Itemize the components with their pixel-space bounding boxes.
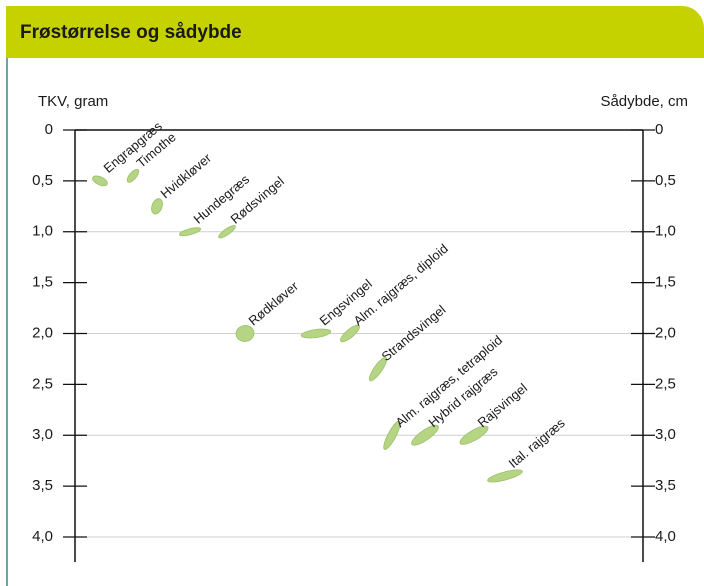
y2-tick-label: 0 <box>655 121 663 138</box>
y-tick-label: 2,0 <box>32 324 53 341</box>
y-tick-label: 4,0 <box>32 528 53 545</box>
y2-tick-label: 3,5 <box>655 477 676 494</box>
y-axis-title: TKV, gram <box>38 93 108 110</box>
chart: TKV, gram Sådybde, cm 0 0,5 1,0 1,5 2,0 2,5 3,… <box>0 0 704 586</box>
y-tick-label: 3,0 <box>32 426 53 443</box>
y-tick-label: 1,0 <box>32 223 53 240</box>
seed <box>91 174 109 188</box>
page: Frøstørrelse og sådybde TKV, gram Sådybd… <box>0 0 704 586</box>
y-tick-label: 3,5 <box>32 477 53 494</box>
y-tick-label: 2,5 <box>32 375 53 392</box>
y2-axis-title: Sådybde, cm <box>600 93 688 110</box>
seed-label: Hvidkløver <box>157 150 214 201</box>
y2-tick-label: 1,5 <box>655 274 676 291</box>
y2-tick-label: 2,5 <box>655 375 676 392</box>
y2-tick-label: 3,0 <box>655 426 676 443</box>
y2-tick-label: 4,0 <box>655 528 676 545</box>
seed <box>487 467 524 484</box>
seed-label: Rødkløver <box>245 278 301 328</box>
y2-tick-label: 0,5 <box>655 172 676 189</box>
seed <box>235 324 256 343</box>
y2-tick-label: 1,0 <box>655 223 676 240</box>
y-tick-label: 1,5 <box>32 274 53 291</box>
y2-tick-label: 2,0 <box>655 324 676 341</box>
seed <box>179 226 202 237</box>
seed-label: Strandsvingel <box>378 302 448 364</box>
y-tick-label: 0 <box>45 121 53 138</box>
seed <box>301 327 332 339</box>
seed <box>150 197 165 215</box>
y-tick-label: 0,5 <box>32 172 53 189</box>
seed <box>125 167 141 184</box>
seed-label: Ital. rajgræs <box>505 415 568 471</box>
